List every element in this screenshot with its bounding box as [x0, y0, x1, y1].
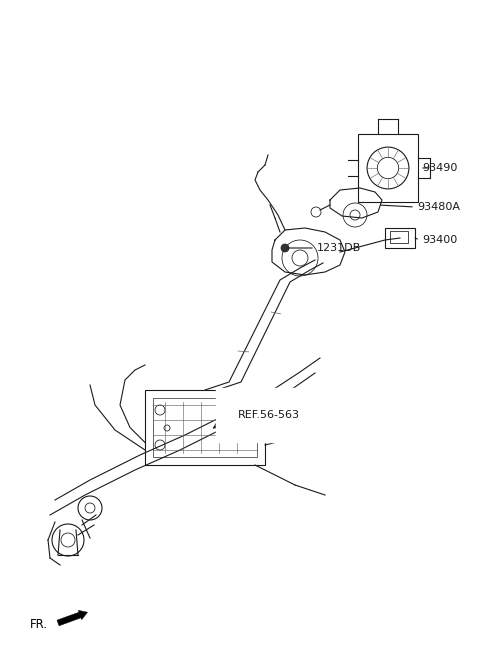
Bar: [145, 390, 265, 465]
Text: 1231DB: 1231DB: [317, 243, 361, 253]
Bar: [358, 134, 419, 202]
Circle shape: [281, 244, 289, 252]
Bar: [153, 398, 257, 457]
Text: 93480A: 93480A: [417, 202, 460, 212]
Text: FR.: FR.: [30, 618, 48, 631]
Text: REF.56-563: REF.56-563: [238, 410, 300, 420]
Text: 93400: 93400: [422, 235, 457, 245]
FancyArrow shape: [57, 610, 87, 626]
Text: 93490: 93490: [422, 163, 457, 173]
Bar: [385, 228, 415, 248]
Bar: [390, 231, 408, 243]
